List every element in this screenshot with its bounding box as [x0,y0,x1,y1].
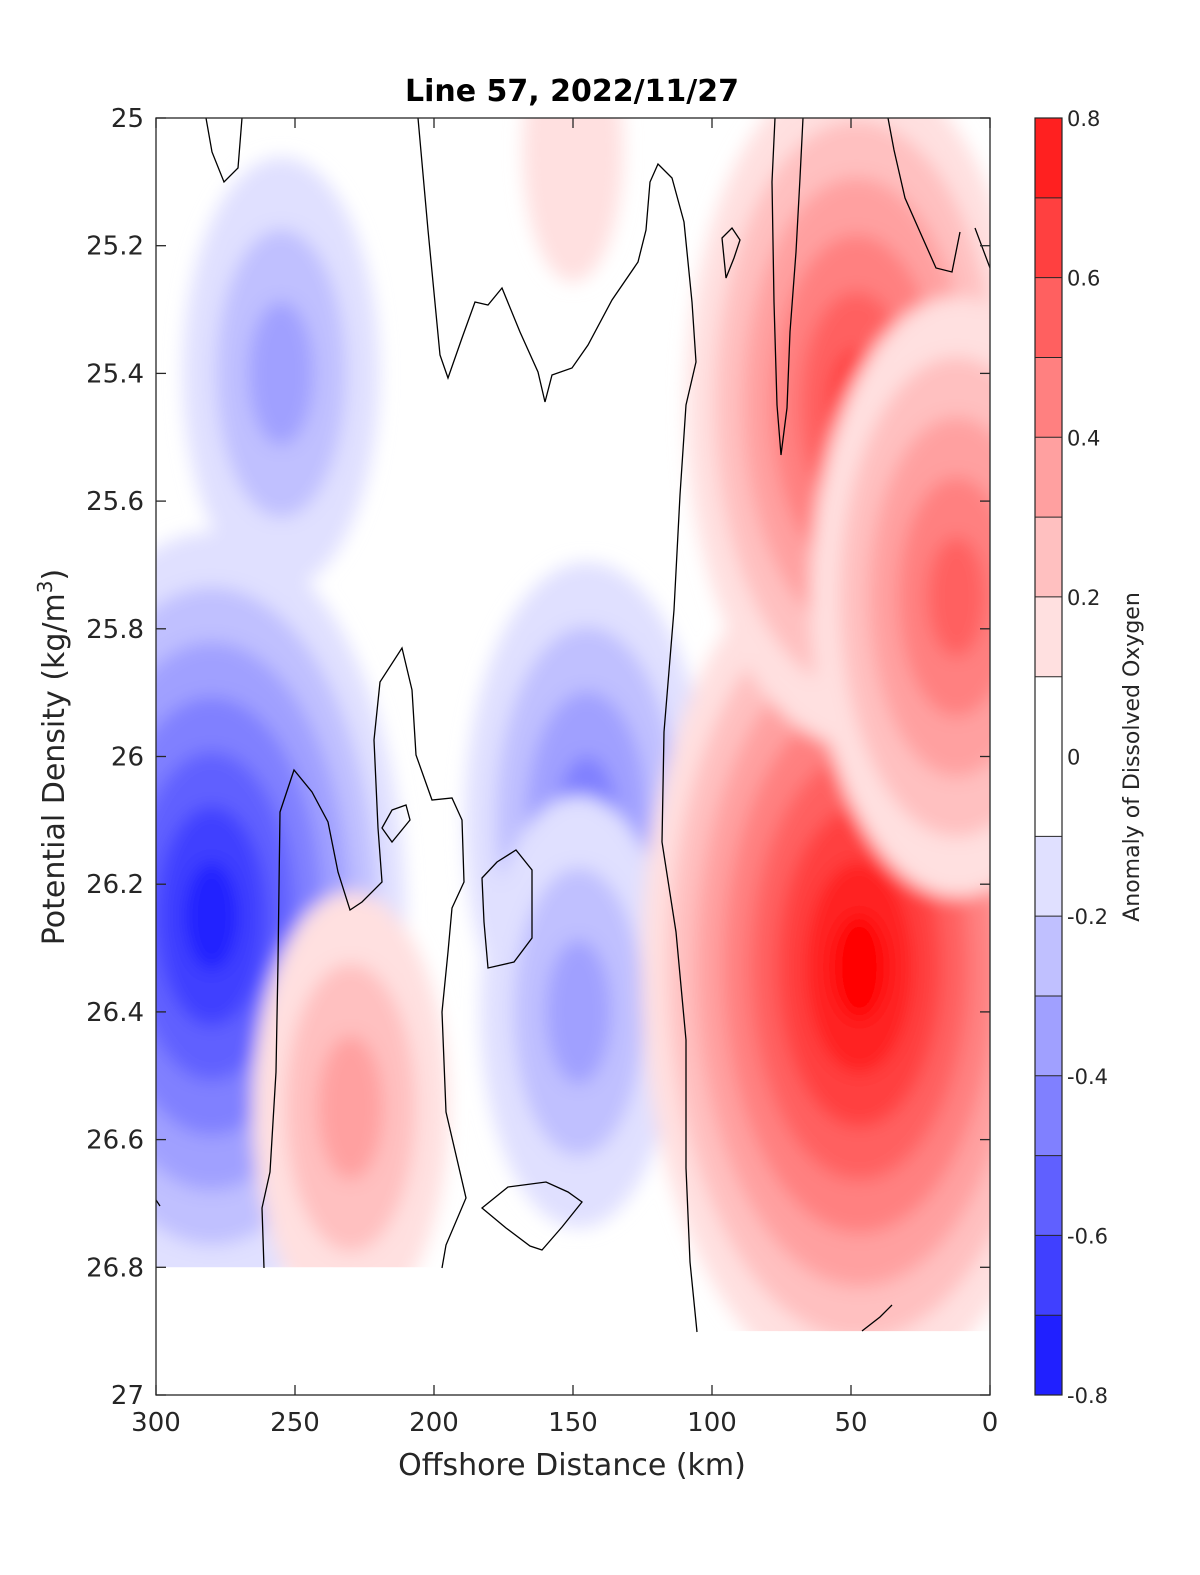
colorbar: 0.8 0.6 0.4 0.2 0 -0.2 -0.4 -0.6 -0.8 [1034,107,1108,1408]
zero-contour [721,226,741,279]
y-tick-label: 26 [111,743,144,773]
y-tick-label: 26.4 [86,998,144,1028]
x-axis-label: Offshore Distance (km) [398,1448,746,1483]
anomaly-band [183,861,240,972]
colorbar-segment [1035,357,1062,438]
zero-contour [480,1181,583,1251]
x-tick-label: 100 [687,1408,737,1438]
y-tick-label: 25.8 [86,615,144,645]
colorbar-segment [1035,277,1062,358]
colorbar-tick-label: 0.8 [1067,107,1100,131]
colorbar-tick-label: -0.6 [1067,1224,1108,1248]
zero-contour [156,1199,161,1207]
plot-area: 300 250 200 150 100 50 0 2525.225.425.625.8262… [86,104,998,1438]
zero-contour [481,849,533,969]
y-tick-label: 27 [111,1381,144,1411]
colorbar-tick-label: -0.2 [1067,905,1108,929]
zero-contour [861,1304,893,1332]
y-axis-label-end: ) [37,569,72,581]
colorbar-segment [1035,596,1062,677]
anomaly-field [156,118,990,1395]
anomaly-band [248,301,314,446]
colorbar-segment [1035,118,1062,198]
colorbar-tick-label: -0.4 [1067,1065,1108,1089]
y-axis-label-main: Potential Density (kg/m [37,593,72,945]
zero-contour [261,646,467,1269]
colorbar-segment [1035,437,1062,518]
y-tick-label: 25 [111,104,144,134]
zero-contours [156,118,990,1333]
colorbar-segment [1035,995,1062,1076]
y-axis-label-superscript: 3 [33,580,57,593]
zero-contour [887,118,961,273]
colorbar-segment [1035,517,1062,597]
y-tick-label: 26.8 [86,1253,144,1283]
y-axis-label: Potential Density (kg/m3) [33,569,72,945]
colorbar-tick-label: 0.4 [1067,426,1100,450]
x-tick-label: 0 [982,1408,999,1438]
anomaly-band [523,118,623,282]
anomaly-band [927,536,986,657]
colorbar-segment [1035,836,1062,917]
chart-title: Line 57, 2022/11/27 [405,74,739,109]
colorbar-tick-label: 0 [1067,746,1080,770]
y-tick-label: 25.4 [86,359,144,389]
zero-contour [771,118,804,456]
colorbar-tick-label: 0.6 [1067,267,1100,291]
y-tick-label: 26.2 [86,870,144,900]
colorbar-tick-label: -0.8 [1067,1384,1108,1408]
x-tick-label: 250 [270,1408,320,1438]
y-axis: 25 25.2 25.4 25.6 25.8 26 26.2 26.4 26.6 26.8 27 [86,104,990,1411]
colorbar-segment [1035,1235,1062,1316]
anomaly-band [545,939,612,1084]
anomaly-band [832,913,887,1021]
anomaly-band [317,1035,384,1180]
colorbar-segment [1035,197,1062,278]
x-tick-label: 150 [548,1408,598,1438]
y-tick-label: 25.6 [86,487,144,517]
zero-contour [381,804,411,844]
colorbar-segment [1035,676,1062,837]
x-axis: 300 250 200 150 100 50 0 [131,118,998,1438]
zero-contour [974,227,990,269]
colorbar-label: Anomaly of Dissolved Oxygen [1120,592,1145,922]
colorbar-segment [1035,1315,1062,1395]
colorbar-tick-label: 0.2 [1067,586,1100,610]
zero-contour [417,118,698,1333]
x-tick-label: 200 [409,1408,459,1438]
zero-contour [205,118,243,184]
anomaly-bands [156,118,990,1394]
no-data-region [156,1267,990,1395]
y-tick-label: 26.6 [86,1126,144,1156]
y-tick-label: 25.2 [86,232,144,262]
colorbar-segment [1035,916,1062,996]
x-tick-label: 50 [834,1408,867,1438]
colorbar-segment [1035,1155,1062,1236]
x-tick-label: 300 [131,1408,181,1438]
colorbar-segment [1035,1075,1062,1156]
